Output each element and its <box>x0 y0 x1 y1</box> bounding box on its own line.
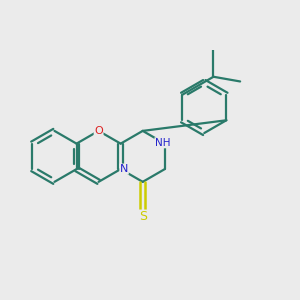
Text: N: N <box>120 164 128 174</box>
Text: O: O <box>94 126 103 136</box>
Text: S: S <box>139 210 147 223</box>
Text: NH: NH <box>155 138 170 148</box>
